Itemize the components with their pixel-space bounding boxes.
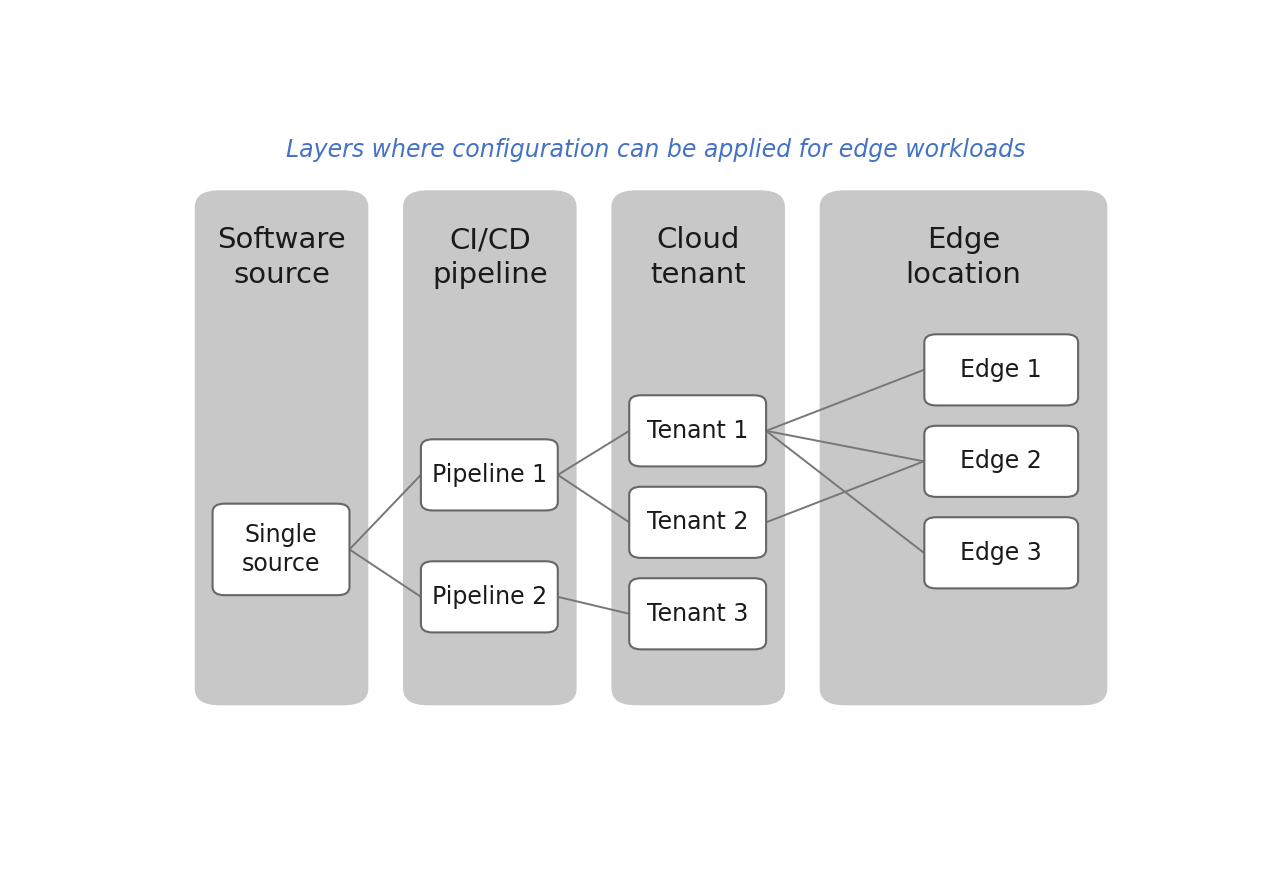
FancyBboxPatch shape xyxy=(630,487,767,558)
Text: Tenant 1: Tenant 1 xyxy=(646,419,749,443)
FancyBboxPatch shape xyxy=(195,190,369,705)
FancyBboxPatch shape xyxy=(630,395,767,466)
Text: Cloud
tenant: Cloud tenant xyxy=(650,226,746,289)
FancyBboxPatch shape xyxy=(924,334,1078,406)
Text: Pipeline 1: Pipeline 1 xyxy=(431,463,547,487)
FancyBboxPatch shape xyxy=(421,561,558,633)
FancyBboxPatch shape xyxy=(612,190,785,705)
FancyBboxPatch shape xyxy=(403,190,576,705)
FancyBboxPatch shape xyxy=(819,190,1107,705)
Text: CI/CD
pipeline: CI/CD pipeline xyxy=(433,226,548,289)
Text: Software
source: Software source xyxy=(218,226,346,289)
Text: Edge 3: Edge 3 xyxy=(960,541,1042,565)
Text: Pipeline 2: Pipeline 2 xyxy=(431,585,547,609)
Text: Edge 2: Edge 2 xyxy=(960,450,1042,473)
Text: Tenant 2: Tenant 2 xyxy=(646,510,749,534)
Text: Tenant 3: Tenant 3 xyxy=(646,602,749,626)
FancyBboxPatch shape xyxy=(924,426,1078,497)
Text: Edge
location: Edge location xyxy=(905,226,1021,289)
FancyBboxPatch shape xyxy=(421,439,558,510)
Text: Single
source: Single source xyxy=(242,523,320,576)
FancyBboxPatch shape xyxy=(630,578,767,649)
Text: Edge 1: Edge 1 xyxy=(960,358,1042,382)
Text: Layers where configuration can be applied for edge workloads: Layers where configuration can be applie… xyxy=(287,137,1025,162)
FancyBboxPatch shape xyxy=(924,517,1078,589)
FancyBboxPatch shape xyxy=(212,503,349,595)
